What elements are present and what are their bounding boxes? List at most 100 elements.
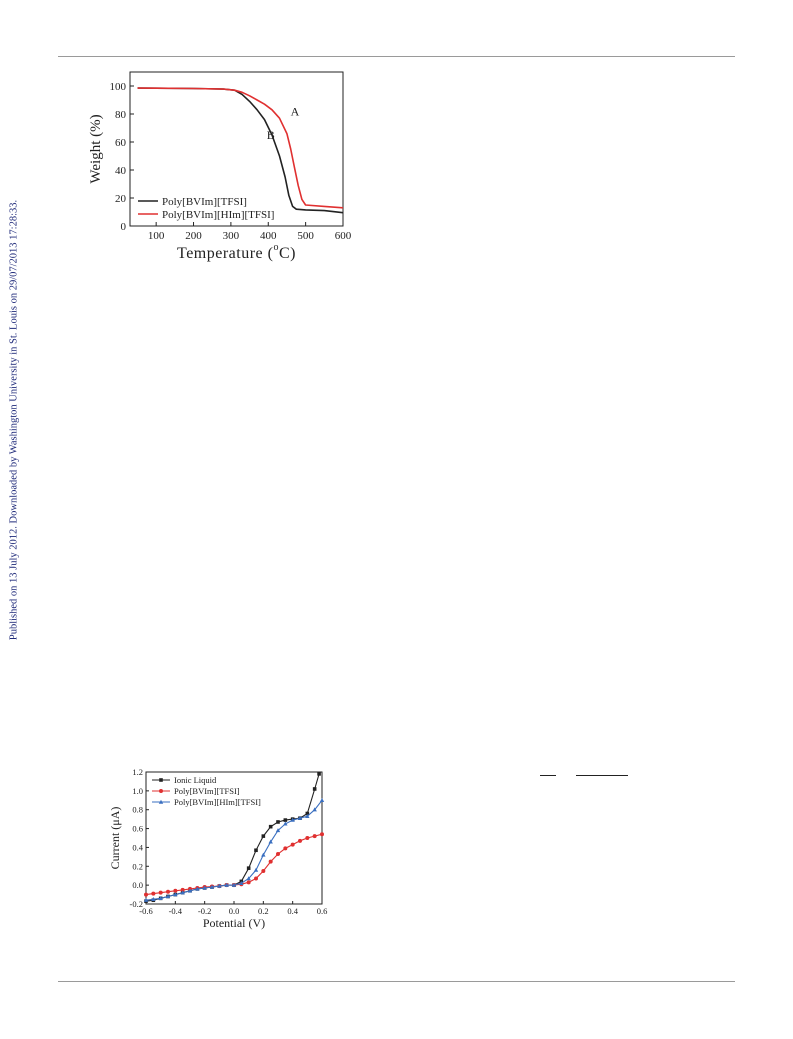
tga-x-tick-label: 500	[297, 230, 314, 242]
tga-y-tick-label: 0	[121, 221, 127, 233]
tga-legend: Poly[BVIm][TFSI]Poly[BVIm][HIm][TFSI]	[138, 196, 274, 221]
cv-y-tick-label: 1.2	[132, 767, 143, 777]
cv-point-series-3	[231, 882, 237, 887]
tga-x-tick-label: 100	[148, 230, 165, 242]
tga-y-tick-label: 20	[115, 193, 127, 205]
publication-side-note-text[interactable]: Published on 13 July 2012. Downloaded by…	[8, 199, 20, 641]
cv-point-series-1	[317, 772, 321, 776]
cv-point-series-1	[312, 787, 317, 791]
cv-x-axis-label: Potential (V)	[203, 916, 265, 930]
cv-x-tick-label: 0.4	[287, 906, 298, 916]
cv-y-tick-label: 1.0	[132, 786, 143, 796]
cv-point-series-3	[283, 821, 288, 826]
cv-point-series-2	[290, 842, 295, 847]
cv-point-series-3	[290, 817, 295, 822]
tga-x-tick-label: 600	[335, 230, 352, 242]
cv-point-series-2	[261, 869, 266, 873]
cv-legend-marker-3	[158, 799, 164, 804]
cv-axes: -0.6 -0.4 -0.2 0.0 0.2 0.4 0.6 -0.2 0.0 0.2 0.4 0.6…	[130, 767, 328, 916]
cv-x-tick-label: -0.6	[139, 906, 152, 916]
cv-legend-marker-1	[159, 778, 163, 782]
cv-point-series-3	[217, 883, 222, 888]
current-potential-chart: -0.6 -0.4 -0.2 0.0 0.2 0.4 0.6 -0.2 0.0 0.2 0.4 0.6…	[108, 767, 328, 930]
cv-point-series-3	[224, 882, 229, 887]
tga-y-axis-label: Weight (%)	[88, 114, 104, 183]
cv-y-tick-label: 0.6	[132, 824, 143, 834]
tga-legend-label-2: Poly[BVIm][HIm][TFSI]	[162, 209, 274, 221]
cv-point-series-2	[283, 846, 288, 851]
tga-y-tick-label: 80	[115, 109, 127, 121]
cv-y-tick-label: -0.2	[130, 899, 143, 909]
cv-point-series-3	[158, 896, 163, 901]
header-rule	[58, 56, 735, 57]
cv-point-series-2	[312, 834, 317, 839]
tga-y-tick-label: 100	[110, 81, 127, 93]
cv-point-series-2	[320, 832, 324, 837]
tga-series-line-2	[137, 87, 344, 209]
cv-point-series-3	[173, 892, 178, 897]
cv-x-tick-label: 0.6	[317, 906, 328, 916]
cv-point-series-2	[158, 890, 163, 895]
cv-legend-label-3: Poly[BVIm][HIm][TFSI]	[174, 797, 261, 807]
tga-legend-label-1: Poly[BVIm][TFSI]	[162, 196, 247, 208]
cv-point-series-3	[143, 897, 149, 902]
cv-y-axis-label: Current (μA)	[108, 807, 122, 870]
tga-x-tick-label: 200	[185, 230, 202, 242]
cv-point-series-3	[202, 885, 207, 890]
cv-point-series-3	[151, 896, 156, 901]
cv-point-series-3	[305, 814, 310, 819]
cv-point-series-2	[305, 836, 310, 840]
tga-chart: 100 200 300 400 500 600 0 20 40 60 80 100 Poly[BVIm…	[88, 71, 352, 262]
tga-annotation-a: A	[291, 104, 300, 118]
cv-point-series-3	[297, 815, 303, 820]
cv-point-series-2	[144, 892, 148, 897]
cv-y-tick-label: 0.8	[132, 805, 143, 815]
cv-point-series-3	[312, 807, 317, 812]
cv-legend-label-2: Poly[BVIm][TFSI]	[174, 786, 240, 796]
cv-point-series-1	[305, 811, 310, 816]
cv-legend-label-1: Ionic Liquid	[174, 775, 217, 785]
cv-point-series-3	[180, 890, 185, 895]
cv-point-series-2	[276, 852, 280, 857]
text-fragment-rule-1	[540, 775, 556, 776]
cv-point-series-2	[298, 838, 302, 843]
cv-point-series-2	[246, 880, 251, 885]
cv-point-series-3	[246, 876, 251, 881]
cv-point-series-3	[253, 867, 259, 872]
cv-y-tick-label: 0.2	[132, 861, 143, 871]
cv-point-series-2	[254, 876, 258, 881]
cv-point-series-3	[195, 886, 200, 891]
cv-legend: Ionic LiquidPoly[BVIm][TFSI]Poly[BVIm][H…	[152, 775, 261, 807]
cv-point-series-3	[187, 888, 193, 893]
tga-y-tick-label: 60	[115, 137, 127, 149]
cv-point-series-2	[268, 859, 273, 864]
cv-x-tick-label: 0.0	[229, 906, 240, 916]
tga-plot-frame	[129, 71, 344, 227]
cv-point-series-1	[246, 866, 251, 870]
cv-point-series-3	[261, 852, 266, 857]
cv-point-series-2	[173, 888, 178, 893]
cv-legend-marker-2	[159, 789, 163, 793]
cv-point-series-1	[276, 820, 280, 824]
tga-annotations: AB	[267, 104, 300, 142]
cv-x-tick-label: -0.4	[169, 906, 183, 916]
cv-point-series-3	[319, 797, 325, 802]
cv-point-series-3	[275, 828, 281, 833]
tga-x-tick-label: 400	[260, 230, 277, 242]
tga-x-axis-label: Temperature (oC)	[177, 242, 296, 262]
tga-x-tick-label: 300	[223, 230, 240, 242]
cv-x-tick-label: -0.2	[198, 906, 211, 916]
tga-series-line-1	[137, 87, 344, 214]
tga-axes: 100 200 300 400 500 600 0 20 40 60 80 100	[110, 71, 352, 242]
cv-point-series-2	[180, 887, 185, 892]
text-fragment-rule-2	[576, 775, 628, 776]
cv-point-series-1	[254, 848, 258, 853]
cv-y-tick-label: 0.4	[132, 842, 143, 852]
cv-point-series-3	[268, 839, 273, 844]
cv-point-series-2	[151, 891, 156, 896]
tga-series-group	[137, 87, 344, 214]
cv-point-series-1	[261, 834, 266, 838]
tga-y-tick-label: 40	[115, 165, 127, 177]
cv-point-series-3	[165, 894, 171, 899]
cv-series-group	[143, 772, 325, 903]
